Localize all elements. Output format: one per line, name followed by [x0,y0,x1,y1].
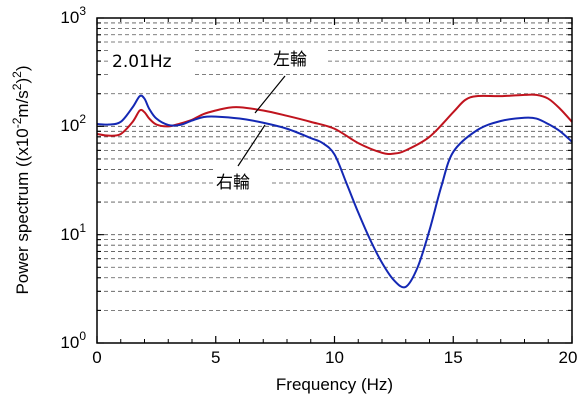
right-wheel-leader-line [237,124,266,167]
y-tick-label-10: 101 [60,221,86,244]
x-tick-label-20: 20 [559,348,578,367]
x-tick-label-5: 5 [211,348,220,367]
y-tick-label-1: 100 [60,329,86,352]
right-wheel-label-background [213,168,269,194]
left-wheel-label-background [270,45,326,71]
left-wheel-leader-line [254,75,286,114]
axis-ticks [96,17,573,344]
x-axis-title: Frequency (Hz) [276,375,393,394]
left-wheel-series-line [96,93,573,156]
x-tick-label-0: 0 [92,348,101,367]
left-wheel-label: 左輪 [273,50,307,70]
y-axis-title: Power spectrum ((x10-2m/s2)2) [10,65,32,294]
y-tick-label-1000: 103 [60,4,86,27]
series-lines [96,93,573,289]
x-tick-label-10: 10 [325,348,344,367]
right-wheel-label: 右輪 [216,173,250,193]
x-tick-label-15: 15 [444,348,463,367]
peak-label-background [109,45,195,75]
peak-frequency-label: 2.01Hz [112,52,172,72]
right-wheel-series-line [96,94,573,289]
y-tick-label-100: 102 [60,112,86,135]
